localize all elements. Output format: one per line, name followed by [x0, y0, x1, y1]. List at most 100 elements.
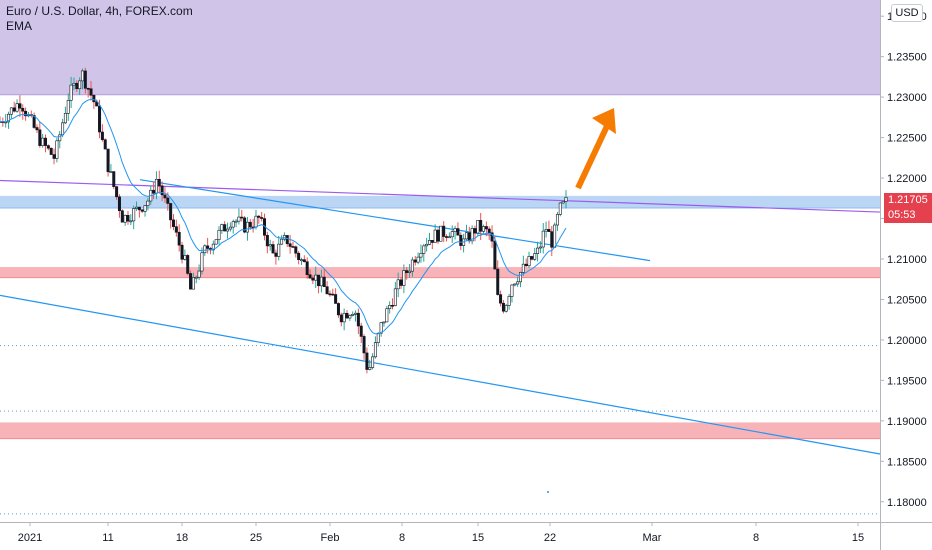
candle-body [280, 238, 284, 245]
candle-body [226, 228, 230, 232]
candle-body [83, 70, 87, 89]
candle-body [194, 276, 198, 279]
candle-body [501, 302, 505, 312]
current-level-zone [0, 195, 880, 208]
candle-body [547, 229, 551, 232]
candle-body [171, 219, 175, 227]
candle-body [38, 129, 42, 146]
candle-body [41, 137, 45, 146]
candle-body [160, 185, 164, 196]
candle-body [115, 186, 119, 198]
candle-body [379, 322, 383, 334]
candle-body [152, 189, 156, 194]
candle-body [382, 321, 386, 324]
candle-body [331, 293, 335, 296]
candle-body [314, 274, 318, 281]
candle-body [399, 279, 403, 286]
candle-body [561, 201, 565, 204]
candle-body [183, 255, 187, 260]
candle-body [117, 196, 121, 212]
time-axis-panel [0, 522, 880, 550]
candle-body [319, 276, 323, 287]
candle-body [413, 259, 417, 263]
candle-body [268, 244, 272, 247]
bullish-arrow-head [592, 108, 616, 134]
y-tick-label-5: 1.22000 [887, 173, 927, 185]
x-tick-label-7: 15 [472, 532, 484, 544]
candle-body [396, 279, 400, 290]
candle-body [445, 236, 449, 238]
candle-body [533, 253, 537, 260]
y-tick-label-8: 1.20500 [887, 294, 927, 306]
x-tick-label-8: 22 [544, 532, 556, 544]
candle-body [154, 178, 158, 194]
candle-body [553, 224, 557, 248]
x-tick-label-10: 8 [753, 532, 759, 544]
price-axis-panel [880, 0, 932, 550]
candle-body [464, 232, 468, 240]
candle-body [211, 243, 215, 251]
candle-body [530, 256, 534, 260]
purple-trendline [0, 179, 881, 213]
candle-body [405, 270, 409, 273]
candle-body [66, 100, 70, 114]
candle-body [544, 229, 548, 232]
candle-body [46, 145, 50, 149]
candle-body [470, 228, 474, 242]
marker-dot [547, 491, 549, 493]
candle-body [180, 244, 184, 260]
lower-channel-line [0, 294, 881, 455]
candle-body [499, 294, 503, 304]
candle-body [325, 286, 329, 295]
candle-body [248, 221, 252, 228]
candle-body [291, 246, 295, 248]
candle-body [177, 231, 181, 246]
candle-body [78, 80, 82, 90]
candle-body [433, 229, 437, 243]
candle-body [137, 206, 141, 211]
x-tick-label-2: 11 [102, 532, 113, 544]
candle-body [328, 293, 332, 296]
candle-body [419, 253, 423, 258]
candle-body [126, 214, 130, 222]
candle-body [541, 230, 545, 248]
candle-body [234, 220, 238, 223]
candle-body [12, 107, 16, 112]
candle-body [311, 277, 315, 281]
candle-body [69, 84, 73, 101]
candle-body [351, 314, 355, 316]
lower-support-zone [0, 422, 880, 439]
x-tick-label-9: Mar [643, 532, 662, 544]
candle-body [103, 139, 107, 150]
candle-body [342, 312, 346, 323]
x-tick-label-5: Feb [321, 532, 340, 544]
candle-body [305, 261, 309, 276]
candle-body [362, 336, 366, 354]
candle-body [538, 246, 542, 249]
candle-body [456, 228, 460, 236]
symbol-title: Euro / U.S. Dollar, 4h, FOREX.com [6, 4, 193, 18]
candle-body [86, 88, 90, 90]
candle-body [473, 228, 477, 234]
candle-body [493, 240, 497, 270]
candle-body [393, 288, 397, 306]
candle-body [555, 214, 559, 226]
candle-body [245, 221, 249, 233]
support-zone [0, 267, 880, 278]
candle-body [447, 236, 451, 239]
candle-body [44, 137, 48, 146]
candle-body [109, 171, 113, 173]
candle-body [476, 220, 480, 234]
candle-body [63, 113, 67, 124]
candle-body [129, 220, 133, 223]
candle-body [527, 256, 531, 267]
candle-body [436, 229, 440, 242]
candle-body [354, 312, 358, 315]
candle-body [439, 225, 443, 242]
currency-button[interactable]: USD [891, 4, 923, 22]
candle-body [257, 215, 261, 218]
x-tick-label-3: 18 [176, 532, 188, 544]
candle-body [416, 256, 420, 263]
candle-body [228, 226, 232, 230]
